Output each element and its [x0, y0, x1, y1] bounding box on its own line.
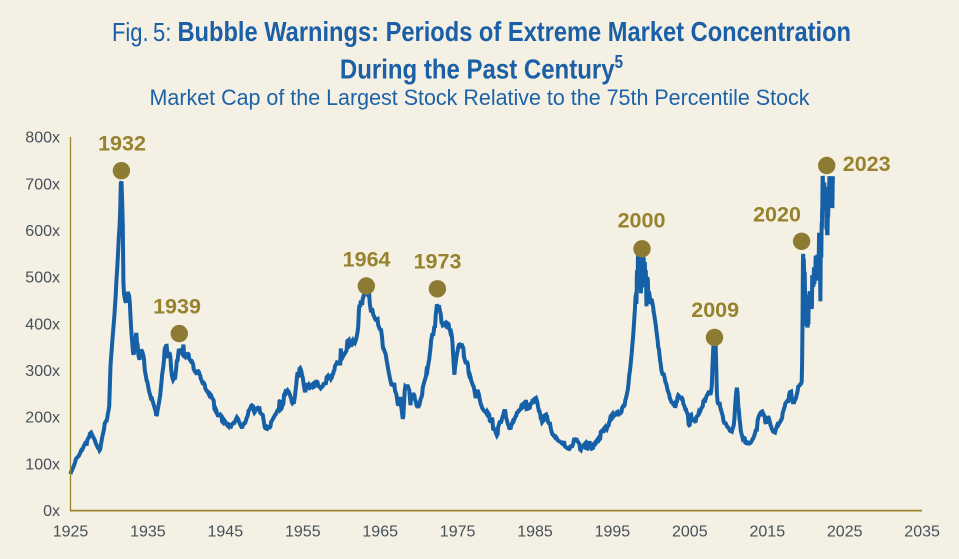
svg-text:1975: 1975 [440, 524, 476, 541]
svg-text:1964: 1964 [343, 248, 391, 272]
svg-text:1955: 1955 [285, 524, 321, 541]
svg-text:300x: 300x [25, 363, 60, 380]
svg-text:600x: 600x [25, 223, 60, 240]
svg-text:1985: 1985 [517, 524, 553, 541]
svg-text:2005: 2005 [672, 524, 708, 541]
svg-text:700x: 700x [25, 176, 60, 193]
svg-text:1935: 1935 [130, 524, 166, 541]
svg-text:0x: 0x [43, 503, 60, 520]
svg-text:1945: 1945 [208, 524, 244, 541]
svg-text:1932: 1932 [98, 132, 146, 156]
svg-text:2023: 2023 [843, 152, 891, 176]
svg-text:2009: 2009 [691, 298, 739, 322]
svg-text:100x: 100x [25, 456, 60, 473]
svg-text:1995: 1995 [595, 524, 631, 541]
svg-text:400x: 400x [25, 316, 60, 333]
svg-text:2025: 2025 [827, 524, 863, 541]
svg-text:1925: 1925 [53, 524, 89, 541]
svg-text:2015: 2015 [750, 524, 786, 541]
svg-text:500x: 500x [25, 270, 60, 287]
svg-text:800x: 800x [25, 130, 60, 147]
svg-text:200x: 200x [25, 410, 60, 427]
svg-text:1939: 1939 [153, 295, 201, 319]
svg-text:2000: 2000 [618, 209, 666, 233]
svg-text:1965: 1965 [362, 524, 398, 541]
svg-text:2020: 2020 [753, 203, 801, 227]
svg-text:1973: 1973 [414, 250, 462, 274]
svg-text:2035: 2035 [904, 524, 940, 541]
